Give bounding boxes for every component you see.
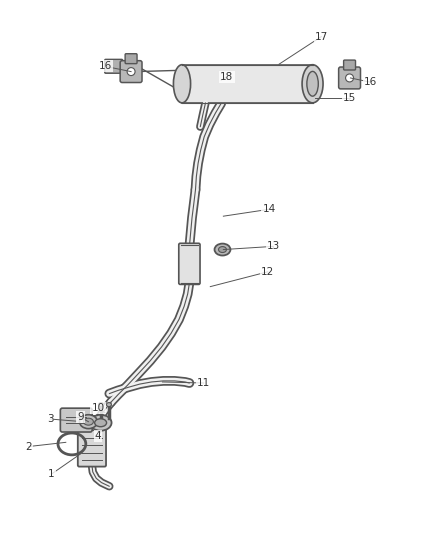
Ellipse shape bbox=[106, 402, 111, 407]
Text: 10: 10 bbox=[92, 403, 105, 414]
Text: 9: 9 bbox=[77, 413, 84, 423]
Text: 16: 16 bbox=[364, 77, 377, 87]
Ellipse shape bbox=[84, 418, 93, 425]
FancyBboxPatch shape bbox=[105, 59, 123, 73]
Text: 14: 14 bbox=[262, 204, 276, 214]
FancyBboxPatch shape bbox=[125, 54, 137, 63]
Ellipse shape bbox=[307, 71, 318, 96]
Text: 12: 12 bbox=[261, 267, 274, 277]
Ellipse shape bbox=[346, 74, 353, 82]
FancyBboxPatch shape bbox=[343, 60, 356, 70]
FancyBboxPatch shape bbox=[78, 416, 106, 466]
FancyBboxPatch shape bbox=[339, 67, 360, 89]
Text: 18: 18 bbox=[220, 72, 233, 82]
Text: 16: 16 bbox=[99, 61, 112, 71]
Text: 13: 13 bbox=[267, 241, 280, 252]
Text: 15: 15 bbox=[343, 93, 356, 103]
Ellipse shape bbox=[219, 247, 226, 253]
Ellipse shape bbox=[99, 402, 103, 407]
Ellipse shape bbox=[215, 244, 230, 255]
Text: 1: 1 bbox=[48, 469, 55, 479]
Ellipse shape bbox=[90, 415, 112, 431]
Text: 17: 17 bbox=[314, 31, 328, 42]
Ellipse shape bbox=[302, 64, 323, 103]
Ellipse shape bbox=[95, 419, 106, 427]
FancyBboxPatch shape bbox=[182, 64, 313, 103]
Text: 4: 4 bbox=[95, 431, 101, 441]
Text: 2: 2 bbox=[25, 441, 32, 451]
FancyBboxPatch shape bbox=[179, 243, 200, 285]
FancyBboxPatch shape bbox=[120, 61, 142, 83]
Text: 3: 3 bbox=[47, 414, 53, 424]
FancyBboxPatch shape bbox=[60, 408, 92, 432]
Ellipse shape bbox=[127, 68, 135, 76]
Ellipse shape bbox=[173, 64, 191, 103]
Ellipse shape bbox=[79, 415, 97, 429]
Text: 11: 11 bbox=[197, 378, 210, 388]
